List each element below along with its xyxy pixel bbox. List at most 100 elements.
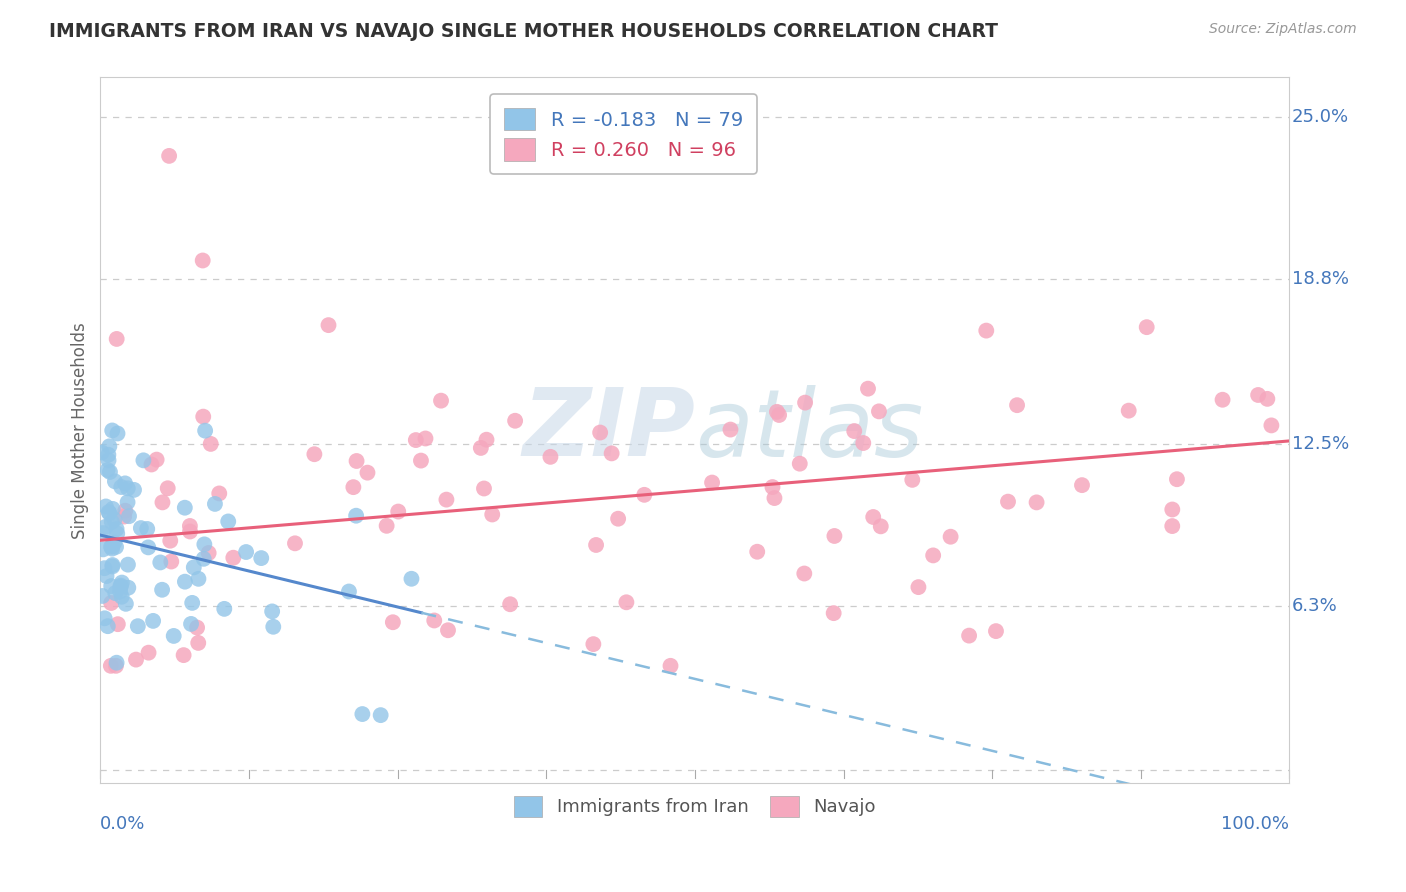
Point: [98, 465, 121, 479]
Point: [423, 614, 446, 628]
Point: [1161, 502, 1184, 516]
Point: [160, 555, 183, 569]
Point: [1071, 478, 1094, 492]
Point: [96, 569, 118, 583]
Point: [110, 578, 132, 592]
Point: [110, 480, 132, 494]
Point: [187, 636, 209, 650]
Point: [118, 509, 141, 524]
Text: 6.3%: 6.3%: [1292, 597, 1337, 615]
Point: [145, 452, 167, 467]
Point: [939, 530, 962, 544]
Point: [163, 629, 186, 643]
Point: [304, 447, 326, 461]
Point: [844, 424, 866, 438]
Point: [633, 488, 655, 502]
Point: [499, 597, 522, 611]
Point: [93, 611, 115, 625]
Point: [200, 437, 222, 451]
Point: [97, 619, 120, 633]
Point: [337, 584, 360, 599]
Point: [105, 540, 128, 554]
Point: [1256, 392, 1278, 406]
Point: [115, 597, 138, 611]
Point: [356, 466, 378, 480]
Point: [90, 445, 112, 459]
Point: [250, 551, 273, 566]
Point: [430, 393, 453, 408]
Point: [100, 579, 122, 593]
Point: [862, 510, 884, 524]
Point: [179, 524, 201, 539]
Point: [173, 648, 195, 662]
Point: [761, 480, 783, 494]
Point: [159, 533, 181, 548]
Point: [197, 546, 219, 560]
Point: [346, 454, 368, 468]
Text: 18.8%: 18.8%: [1292, 269, 1348, 288]
Point: [794, 395, 817, 409]
Point: [112, 509, 135, 524]
Point: [125, 652, 148, 666]
Point: [1161, 519, 1184, 533]
Point: [823, 529, 845, 543]
Point: [1136, 320, 1159, 334]
Point: [101, 515, 124, 529]
Point: [117, 581, 139, 595]
Point: [105, 522, 128, 536]
Point: [103, 512, 125, 526]
Point: [98, 506, 121, 520]
Point: [104, 658, 127, 673]
Point: [352, 707, 374, 722]
Point: [107, 426, 129, 441]
Text: Source: ZipAtlas.com: Source: ZipAtlas.com: [1209, 22, 1357, 37]
Point: [659, 658, 682, 673]
Point: [405, 433, 427, 447]
Point: [98, 439, 121, 453]
Point: [481, 508, 503, 522]
Point: [852, 436, 875, 450]
Point: [957, 629, 980, 643]
Point: [922, 549, 945, 563]
Point: [869, 519, 891, 533]
Text: 12.5%: 12.5%: [1292, 434, 1348, 452]
Point: [789, 457, 811, 471]
Point: [318, 318, 340, 332]
Point: [470, 441, 492, 455]
Point: [1005, 398, 1028, 412]
Point: [101, 502, 124, 516]
Point: [415, 432, 437, 446]
Point: [409, 453, 432, 467]
Point: [114, 476, 136, 491]
Point: [1118, 403, 1140, 417]
Point: [585, 538, 607, 552]
Point: [475, 433, 498, 447]
Point: [105, 526, 128, 541]
Point: [97, 453, 120, 467]
Point: [101, 539, 124, 553]
Point: [856, 382, 879, 396]
Legend: Immigrants from Iran, Navajo: Immigrants from Iran, Navajo: [506, 789, 883, 824]
Point: [208, 486, 231, 500]
Point: [187, 572, 209, 586]
Text: 0.0%: 0.0%: [100, 815, 146, 833]
Point: [193, 409, 215, 424]
Point: [94, 519, 117, 533]
Text: ZIP: ZIP: [522, 384, 695, 476]
Point: [1212, 392, 1234, 407]
Point: [997, 494, 1019, 508]
Point: [129, 521, 152, 535]
Point: [868, 404, 890, 418]
Point: [108, 584, 131, 599]
Text: 25.0%: 25.0%: [1292, 108, 1348, 126]
Point: [217, 515, 239, 529]
Point: [101, 424, 124, 438]
Point: [100, 596, 122, 610]
Point: [262, 604, 284, 618]
Point: [97, 448, 120, 462]
Point: [103, 535, 125, 549]
Point: [150, 582, 173, 597]
Point: [136, 522, 159, 536]
Point: [984, 624, 1007, 639]
Point: [747, 545, 769, 559]
